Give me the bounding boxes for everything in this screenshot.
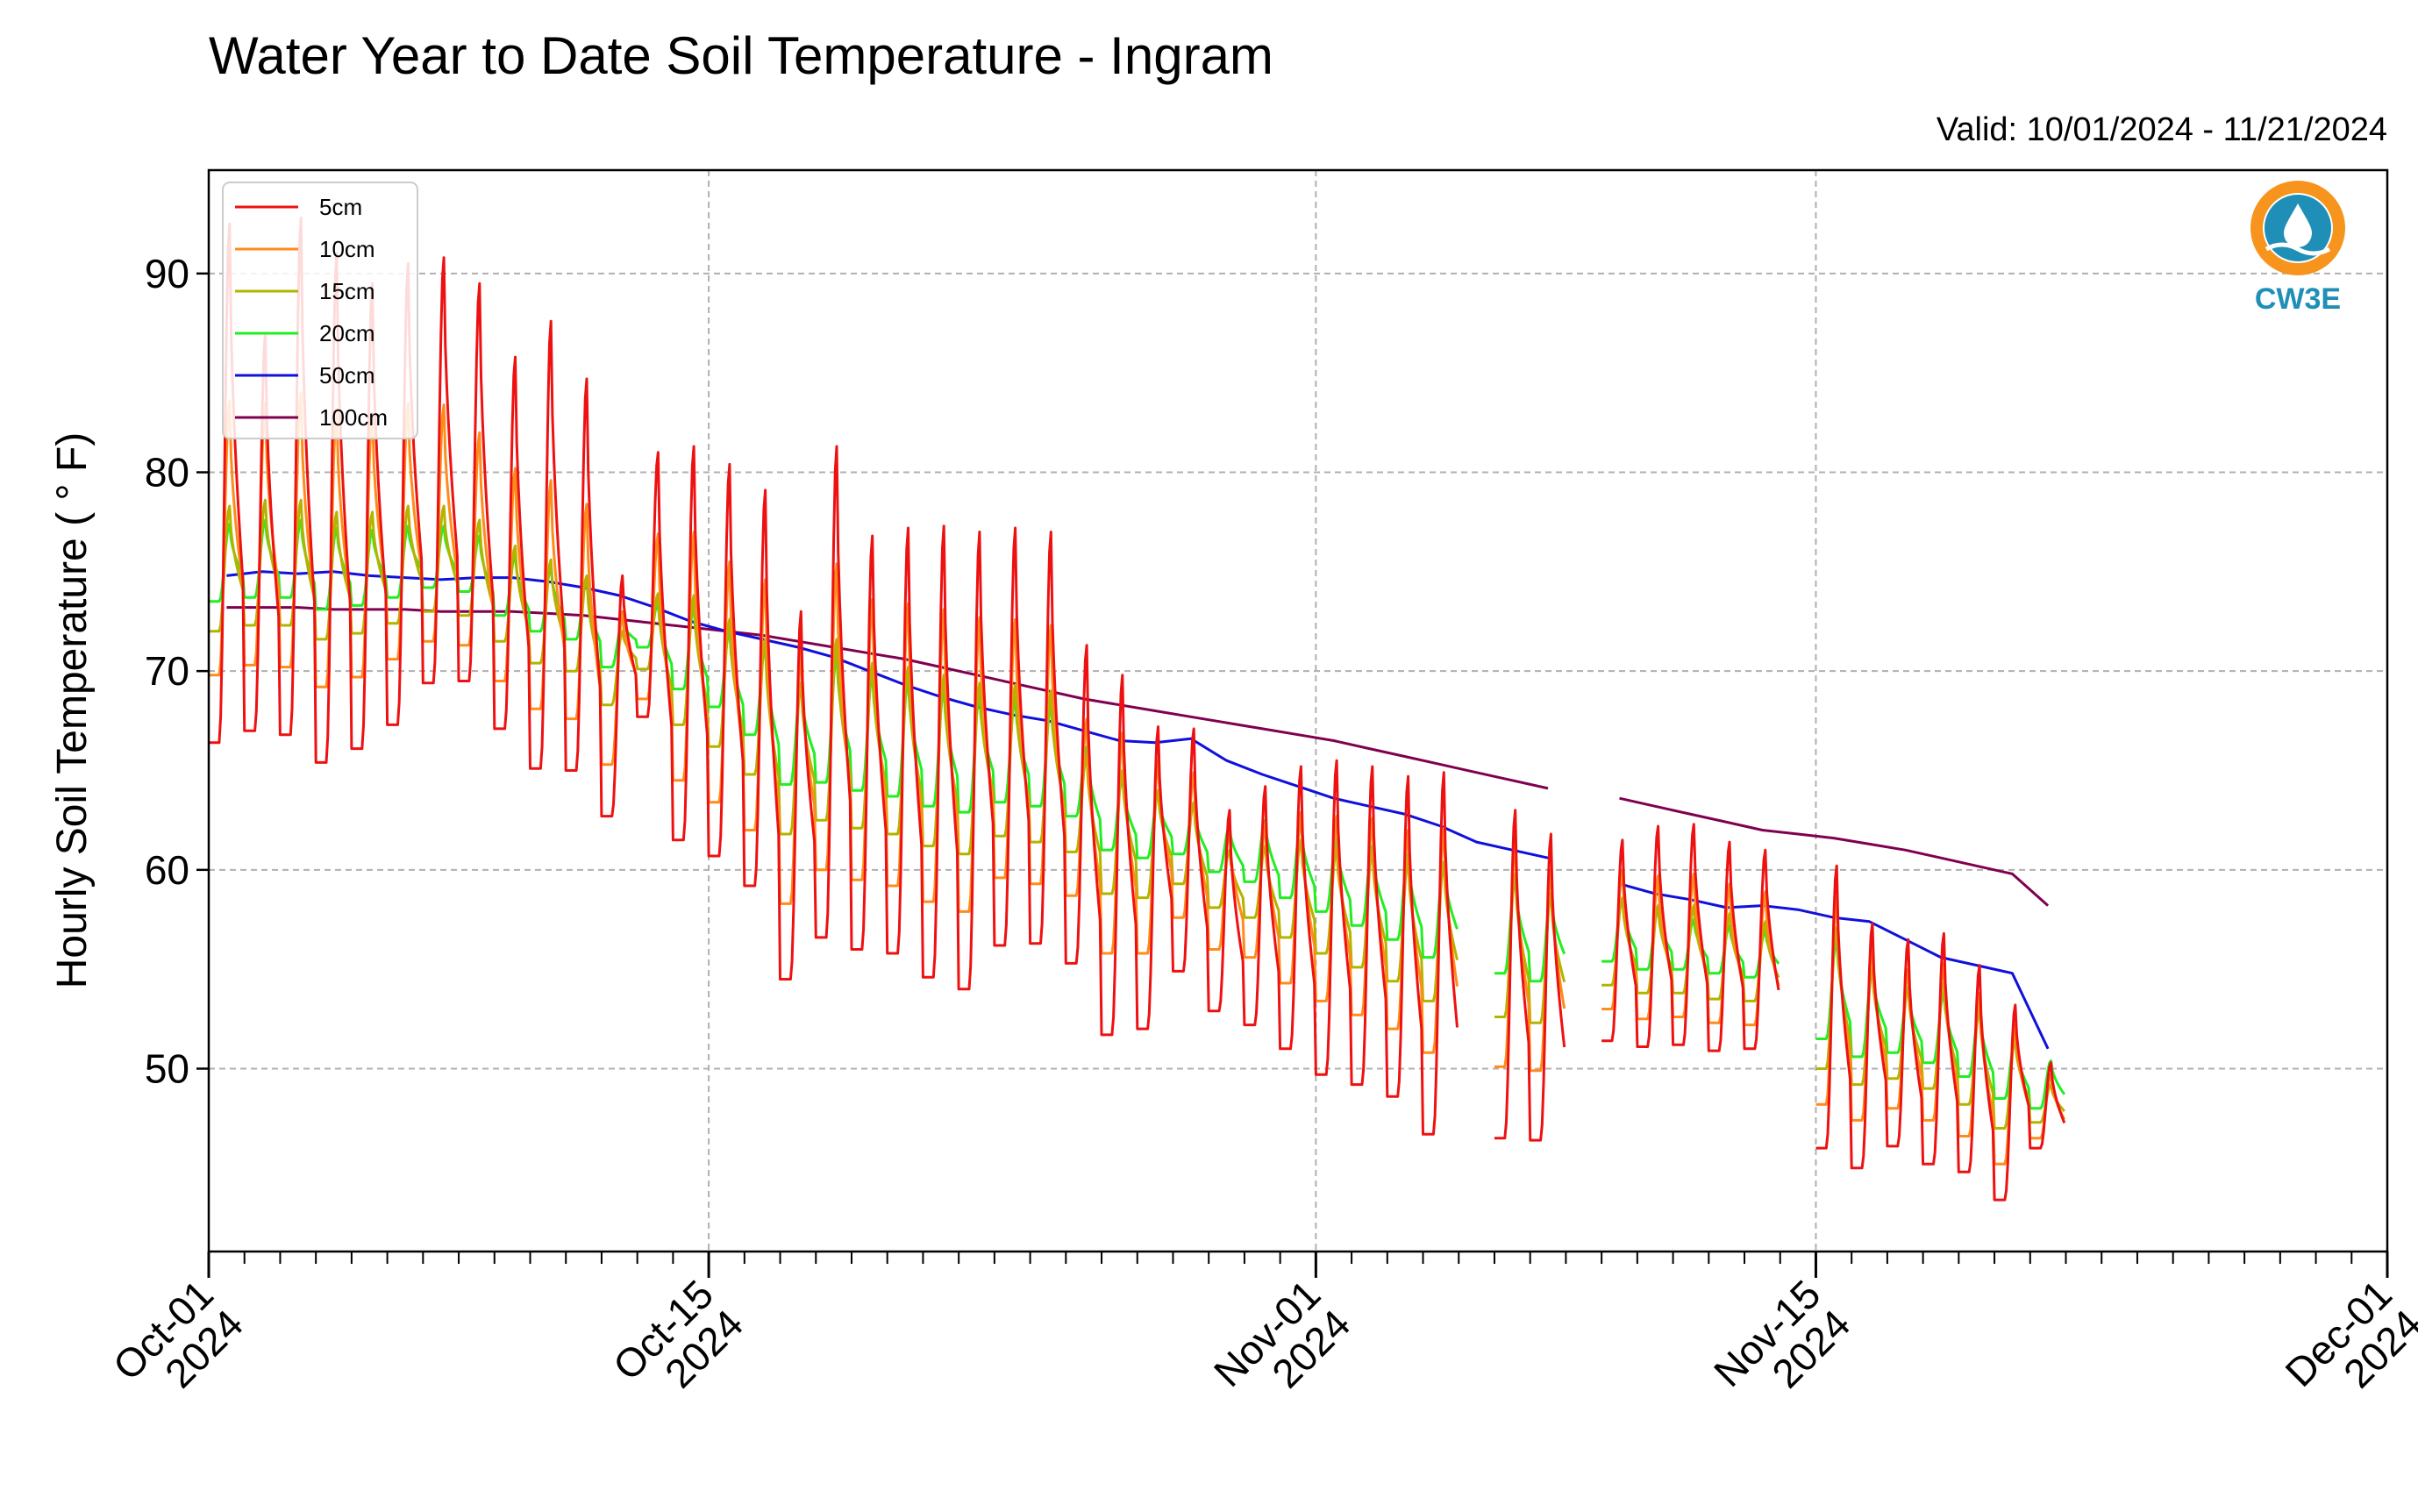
y-tick-label: 70 [145, 648, 189, 694]
y-tick-label: 60 [145, 847, 189, 893]
logo-ring-icon [2250, 181, 2345, 275]
legend-label-20cm: 20cm [319, 320, 375, 346]
chart-subtitle: Valid: 10/01/2024 - 11/21/2024 [1937, 111, 2387, 148]
logo-water-drop-icon [2284, 203, 2312, 247]
legend-label-15cm: 15cm [319, 278, 375, 304]
series-line-100cm [226, 606, 2050, 907]
logo-text: CW3E [2255, 282, 2341, 316]
legend-label-100cm: 100cm [319, 404, 388, 431]
y-tick-label: 90 [145, 251, 189, 296]
legend-frame [222, 182, 418, 439]
logo-wave-icon [2265, 242, 2331, 256]
chart-title: Water Year to Date Soil Temperature - In… [209, 26, 1273, 85]
y-tick-label: 50 [145, 1045, 189, 1091]
legend: 5cm 10cm 15cm 20cm 50cm 100cm [222, 182, 418, 439]
legend-label-5cm: 5cm [319, 194, 362, 220]
series-line-5cm [209, 216, 2066, 1202]
plot-area-frame [207, 168, 2389, 1253]
series-lines [209, 216, 2066, 1202]
cw3e-logo: CW3E [2250, 181, 2345, 316]
y-tick-label: 80 [145, 450, 189, 496]
y-axis-label: Hourly Soil Temperature ( ° F) [49, 432, 96, 989]
legend-label-10cm: 10cm [319, 236, 375, 262]
legend-label-50cm: 50cm [319, 362, 375, 389]
legend-entries: 5cm 10cm 15cm 20cm 50cm 100cm [235, 194, 388, 431]
